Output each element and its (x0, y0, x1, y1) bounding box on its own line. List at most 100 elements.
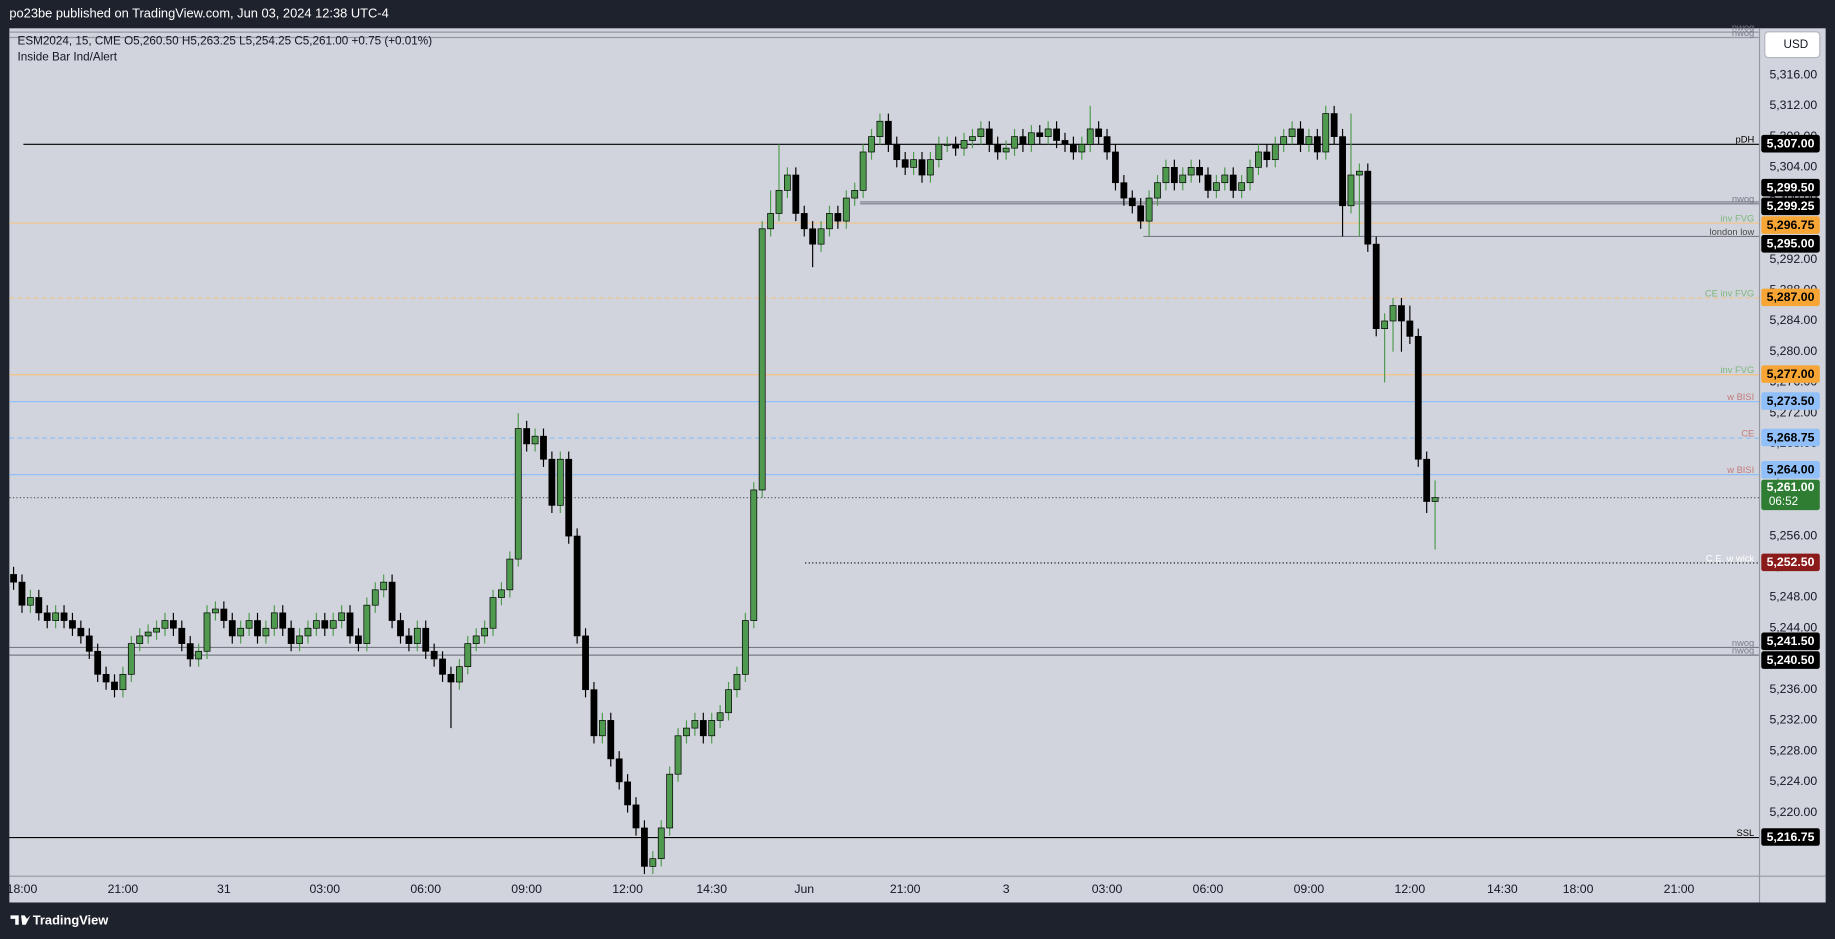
plot: 5,220.00 5,224.00 5,228.00 5,232.00 5,236.00… (7, 23, 1820, 896)
price-tag-label: 5,240.50 (1767, 653, 1815, 667)
candle-body (1414, 335, 1422, 460)
level-label: SSL (1737, 828, 1755, 838)
candle-body (699, 720, 707, 737)
candle-body (834, 213, 842, 222)
price-tag (1761, 365, 1820, 383)
candle-body (481, 627, 488, 637)
candle-body (901, 159, 909, 168)
candle-body (186, 643, 194, 660)
candle-body (632, 804, 640, 829)
candle-body (262, 627, 270, 637)
candle-body (94, 650, 102, 675)
level-label: pDH (1736, 135, 1755, 145)
price-tag (1761, 216, 1820, 234)
candle-body (1288, 128, 1296, 137)
price-tag (1761, 428, 1820, 447)
candle-body (657, 827, 665, 860)
candle-body (212, 608, 219, 614)
candle-body (1179, 174, 1187, 184)
candle-body (1112, 151, 1119, 184)
candle-body (69, 620, 76, 629)
y-tick-label: 5,304.00 (1769, 160, 1817, 174)
candle-body (413, 627, 421, 644)
candle-body (977, 128, 985, 137)
candle-body (430, 650, 438, 660)
chart-area (9, 28, 1826, 903)
currency-label[interactable]: USD (1784, 38, 1809, 51)
x-tick-label: 21:00 (108, 882, 139, 896)
candle-body (1187, 166, 1195, 176)
candle-body (270, 612, 278, 629)
candle-body (1322, 113, 1330, 153)
candle-body (77, 627, 85, 637)
candle-body (195, 650, 203, 660)
x-tick-label: 03:00 (1092, 882, 1123, 896)
candle-body (540, 435, 547, 460)
level-label: CE inv FVG (1705, 288, 1754, 298)
candle-body (960, 140, 968, 149)
candle-body (119, 673, 127, 691)
candle-body (346, 612, 354, 637)
level-label: CE (1741, 428, 1754, 438)
candle-body (598, 720, 606, 737)
candle-body (1204, 174, 1212, 191)
candle-body (355, 635, 362, 644)
candle-body (304, 627, 312, 637)
candle-body (43, 612, 51, 621)
candle-body (741, 620, 749, 675)
price-tag (1761, 460, 1820, 479)
candle-body (1120, 182, 1128, 199)
candle-body (169, 620, 177, 629)
candle-body (624, 781, 631, 806)
price-tag (1761, 197, 1820, 216)
price-tag (1761, 632, 1820, 651)
candle-body (817, 228, 825, 245)
x-tick-label: 21:00 (1664, 882, 1695, 896)
y-tick-label: 5,284.00 (1769, 313, 1817, 327)
candle-body (52, 612, 60, 621)
candle-body (363, 604, 371, 644)
candle-body (582, 635, 589, 691)
candle-body (287, 627, 295, 644)
candle-body (565, 458, 573, 537)
candle-body (338, 612, 346, 621)
last-price-tag (1761, 479, 1820, 511)
candle-body (708, 720, 716, 737)
y-tick-label: 5,312.00 (1769, 98, 1817, 112)
price-tag-label: 5,287.00 (1767, 290, 1815, 304)
candle-body (237, 627, 245, 637)
candle-body (868, 136, 875, 153)
candle-body (26, 597, 34, 606)
bar-countdown: 06:52 (1769, 495, 1798, 508)
candle-body (884, 120, 892, 145)
candle-body (472, 635, 480, 644)
candle-body (556, 458, 564, 506)
candle-body (102, 673, 110, 683)
candle-body (784, 174, 791, 191)
candle-body (1162, 166, 1170, 184)
candle-body (1027, 132, 1035, 145)
candle-body (1196, 166, 1203, 176)
candle-body (548, 458, 556, 506)
candle-body (674, 735, 682, 775)
price-tag (1761, 235, 1820, 253)
x-tick-label: 18:00 (1563, 882, 1594, 896)
y-tick-label: 5,228.00 (1769, 743, 1817, 757)
candle-body (1036, 132, 1044, 137)
x-tick-label: 21:00 (890, 882, 921, 896)
price-tag-label: 5,216.75 (1767, 830, 1815, 844)
level-label: london low (1710, 227, 1755, 237)
y-tick-label: 5,292.00 (1769, 252, 1817, 266)
candle-body (153, 627, 160, 633)
price-tag-label: 5,295.00 (1767, 237, 1815, 251)
x-tick-label: 06:00 (410, 882, 441, 896)
brand: TradingView (33, 913, 110, 928)
candle-body (1137, 205, 1145, 222)
candle-body (716, 712, 724, 721)
y-tick-label: 5,220.00 (1769, 805, 1817, 819)
candle-body (1128, 197, 1136, 207)
currency-button[interactable] (1764, 31, 1821, 59)
candle-body (439, 658, 446, 675)
level-label: nwog (1732, 638, 1754, 648)
candle-body (1238, 182, 1246, 191)
